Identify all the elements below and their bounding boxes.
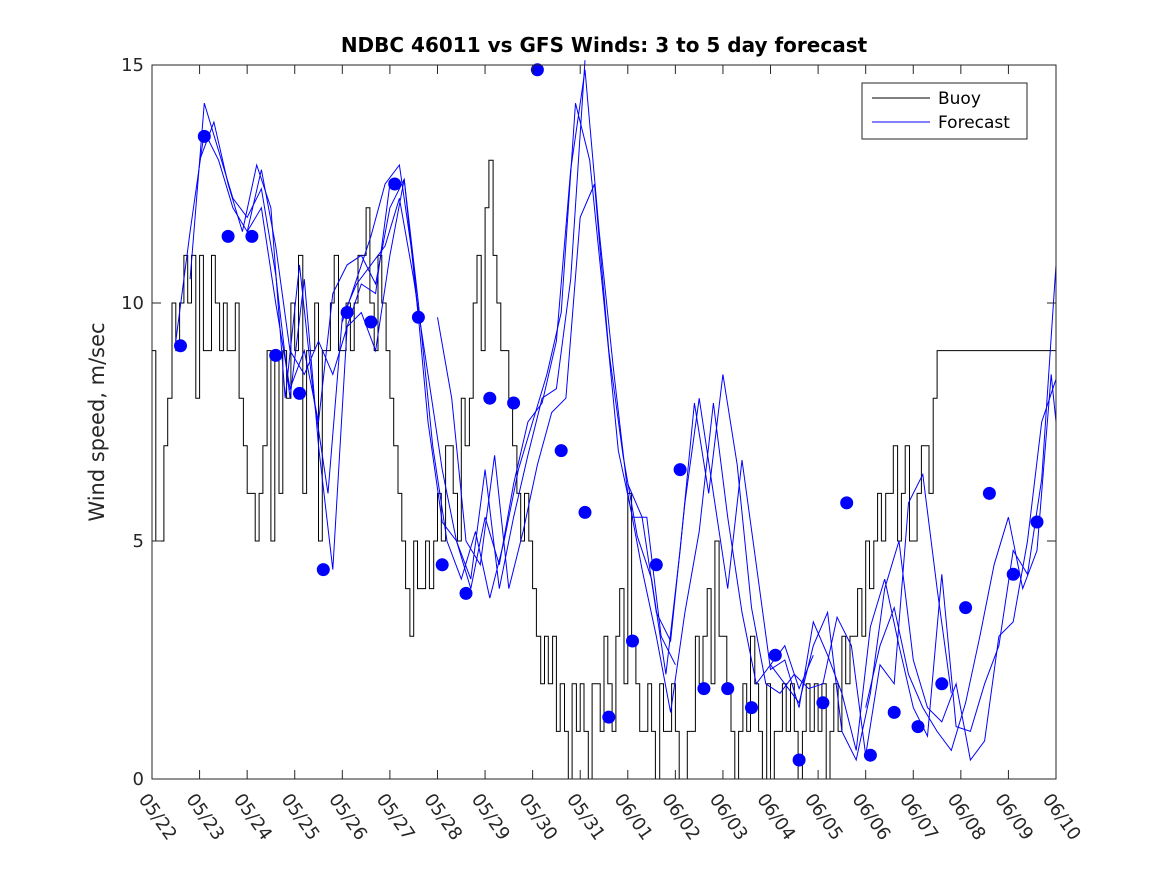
x-tick-label: 05/27 <box>372 790 419 845</box>
forecast-marker <box>982 486 996 500</box>
forecast-marker <box>935 677 949 691</box>
x-tick-label: 06/09 <box>990 790 1037 845</box>
forecast-marker <box>887 705 901 719</box>
x-tick-label: 06/08 <box>943 790 990 845</box>
forecast-marker <box>197 129 211 143</box>
forecast-marker <box>530 63 544 77</box>
forecast-marker <box>816 696 830 710</box>
forecast-marker <box>388 177 402 191</box>
forecast-marker <box>554 444 568 458</box>
x-tick-label: 06/04 <box>752 790 799 845</box>
forecast-marker <box>602 710 616 724</box>
forecast-marker <box>673 463 687 477</box>
x-tick-label: 06/07 <box>895 790 942 845</box>
forecast-run-line <box>770 379 1057 762</box>
forecast-marker <box>507 396 521 410</box>
forecast-marker <box>1006 567 1020 581</box>
marker-layer <box>174 63 1044 767</box>
forecast-marker <box>911 720 925 734</box>
forecast-marker <box>340 306 354 319</box>
forecast-marker <box>221 229 235 243</box>
x-tick-label: 05/24 <box>229 790 276 845</box>
forecast-run-line <box>627 264 1057 751</box>
forecast-marker <box>245 229 259 243</box>
forecast-marker <box>840 496 854 510</box>
legend: Buoy Forecast <box>861 82 1028 140</box>
x-tick-label: 05/25 <box>277 790 324 845</box>
forecast-marker <box>745 701 758 715</box>
forecast-marker <box>578 505 592 519</box>
x-tick-label: 06/05 <box>800 790 847 845</box>
forecast-run-line <box>199 60 586 589</box>
x-tick-label: 05/30 <box>515 790 562 845</box>
forecast-marker <box>721 682 735 696</box>
y-tick-label: 0 <box>133 769 144 790</box>
forecast-run-line <box>341 69 814 713</box>
y-axis-label: Wind speed, m/sec <box>85 322 109 521</box>
forecast-marker <box>483 391 497 405</box>
forecast-marker <box>174 339 187 353</box>
x-tick-label: 06/03 <box>705 790 752 845</box>
x-tick-label: 05/31 <box>562 790 609 845</box>
x-tick-label: 05/23 <box>181 790 228 845</box>
forecast-marker <box>1030 515 1044 529</box>
forecast-run-line <box>865 374 1057 752</box>
chart-title: NDBC 46011 vs GFS Winds: 3 to 5 day fore… <box>341 33 868 57</box>
forecast-marker <box>792 753 806 767</box>
y-tick-label: 10 <box>121 293 144 314</box>
forecast-marker <box>649 558 663 572</box>
legend-label-forecast: Forecast <box>938 113 1010 133</box>
forecast-marker <box>863 748 877 762</box>
forecast-run-line <box>175 129 391 376</box>
forecast-marker <box>411 310 425 324</box>
x-tick-label: 05/26 <box>324 790 371 845</box>
x-tick-label: 05/29 <box>467 790 514 845</box>
forecast-marker <box>626 634 639 648</box>
forecast-marker <box>293 386 306 400</box>
forecast-marker <box>959 601 973 615</box>
forecast-marker <box>269 348 283 362</box>
forecast-marker <box>364 315 378 329</box>
axes-frame <box>151 64 1057 780</box>
x-tick-label: 06/06 <box>848 790 895 845</box>
legend-label-buoy: Buoy <box>938 89 981 109</box>
x-tick-label: 05/28 <box>419 790 466 845</box>
forecast-marker <box>435 558 449 572</box>
forecast-run-line <box>246 102 676 666</box>
forecast-marker <box>459 586 473 600</box>
legend-box <box>861 82 1028 140</box>
forecast-marker <box>768 648 782 662</box>
y-tick-label: 5 <box>133 531 144 552</box>
forecast-marker <box>316 563 330 577</box>
x-tick-label: 06/02 <box>657 790 704 845</box>
x-tick-label: 06/10 <box>1038 790 1085 845</box>
forecast-marker <box>697 682 711 696</box>
y-tick-label: 15 <box>121 55 144 76</box>
x-tick-label: 06/01 <box>610 790 657 845</box>
x-tick-label: 05/22 <box>134 790 181 845</box>
